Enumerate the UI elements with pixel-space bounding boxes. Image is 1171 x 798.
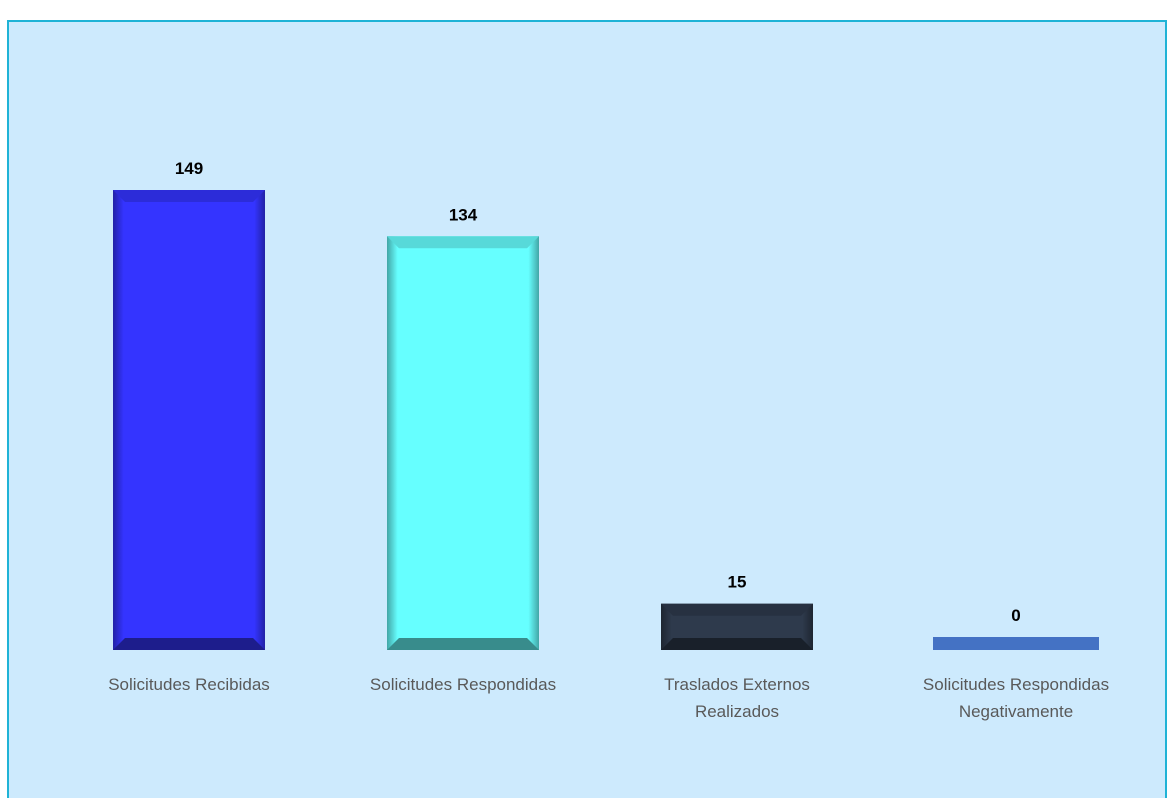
category-label-4-line-2: Negativamente <box>959 702 1073 721</box>
bar-2-bevel-bottom <box>387 638 539 650</box>
bar-4 <box>933 637 1099 650</box>
bar-2 <box>387 236 539 651</box>
category-label-1: Solicitudes Recibidas <box>108 675 270 694</box>
bar-2-bevel-top <box>387 236 539 249</box>
category-label-3-line-1: Traslados Externos <box>664 675 810 694</box>
category-label-4-line-1: Solicitudes Respondidas <box>923 675 1109 694</box>
data-label-1: 149 <box>175 159 203 178</box>
bar-1-bevel-bottom <box>113 638 265 650</box>
data-label-3: 15 <box>728 573 747 592</box>
data-label-2: 134 <box>449 205 478 224</box>
bar-3-bevel-bottom <box>661 638 813 650</box>
data-label-4: 0 <box>1011 606 1020 625</box>
bar-1 <box>113 190 265 650</box>
bar-1-bevel-top <box>113 190 265 202</box>
category-label-3-line-2: Realizados <box>695 702 779 721</box>
category-label-2: Solicitudes Respondidas <box>370 675 556 694</box>
bar-3-bevel-top <box>661 603 813 616</box>
